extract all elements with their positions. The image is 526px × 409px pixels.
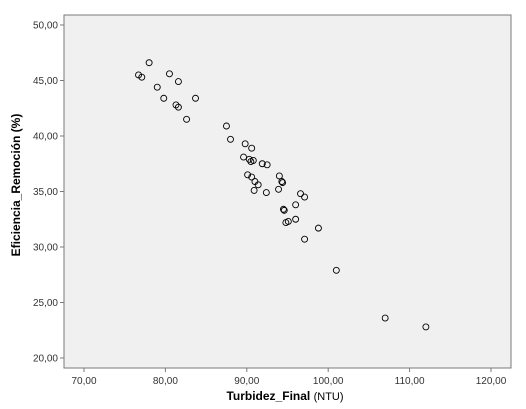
data-point (301, 235, 309, 243)
y-tick-label: 25,00 (33, 298, 58, 309)
data-point (248, 144, 256, 152)
data-point (166, 70, 173, 78)
data-point (275, 185, 282, 193)
data-point (153, 83, 161, 91)
plot-area (63, 14, 512, 369)
data-point (381, 314, 389, 322)
x-axis-ticks: 70,00 80,00 90,00 100,00 110,00 120,00 (71, 368, 507, 387)
x-axis-label: Turbidez_Final (226, 389, 310, 403)
y-tick-label: 35,00 (33, 187, 58, 198)
data-point (292, 201, 300, 209)
y-axis-title: Eficiencia_Remoción (%) (9, 114, 23, 257)
data-point (172, 101, 180, 109)
data-point (279, 179, 287, 187)
data-point (258, 160, 266, 168)
data-point (254, 181, 262, 189)
data-point (192, 94, 199, 102)
data-point (183, 115, 191, 123)
y-tick-label: 30,00 (33, 243, 58, 254)
data-point (332, 266, 340, 274)
data-point (249, 156, 257, 164)
data-point (222, 122, 230, 130)
y-axis-ticks: 20,00 25,00 30,00 35,00 40,00 45,00 50,00 (33, 21, 64, 365)
data-point (301, 193, 309, 201)
data-point (244, 171, 252, 179)
x-axis-unit: (NTU) (314, 391, 344, 403)
data-point (138, 73, 146, 81)
data-point (145, 59, 153, 67)
data-point (248, 173, 256, 181)
data-point (297, 190, 304, 198)
y-tick-label: 20,00 (33, 354, 58, 365)
data-point (279, 205, 287, 213)
x-tick-label: 110,00 (395, 376, 425, 387)
data-point (174, 103, 182, 111)
data-point (227, 135, 234, 143)
data-point (278, 178, 286, 185)
data-point (263, 161, 271, 169)
y-tick-label: 45,00 (33, 76, 58, 87)
x-tick-label: 80,00 (153, 376, 178, 387)
x-tick-label: 70,00 (71, 376, 96, 387)
data-point (250, 186, 258, 194)
data-point (174, 78, 182, 86)
x-tick-label: 120,00 (476, 376, 507, 387)
data-point (314, 224, 322, 232)
data-points (135, 59, 430, 331)
y-tick-label: 50,00 (33, 21, 58, 32)
data-point (422, 323, 430, 331)
data-point (240, 153, 247, 161)
data-point (280, 206, 288, 214)
y-tick-label: 40,00 (33, 132, 58, 143)
data-point (262, 189, 270, 197)
x-tick-label: 90,00 (234, 376, 259, 387)
data-point (160, 94, 168, 102)
data-point (284, 218, 292, 225)
data-point (245, 155, 253, 163)
data-point (275, 172, 283, 180)
x-tick-label: 100,00 (313, 376, 344, 387)
data-point (292, 215, 300, 223)
data-point (241, 140, 249, 148)
x-axis-title: Turbidez_Final (NTU) (226, 389, 343, 403)
